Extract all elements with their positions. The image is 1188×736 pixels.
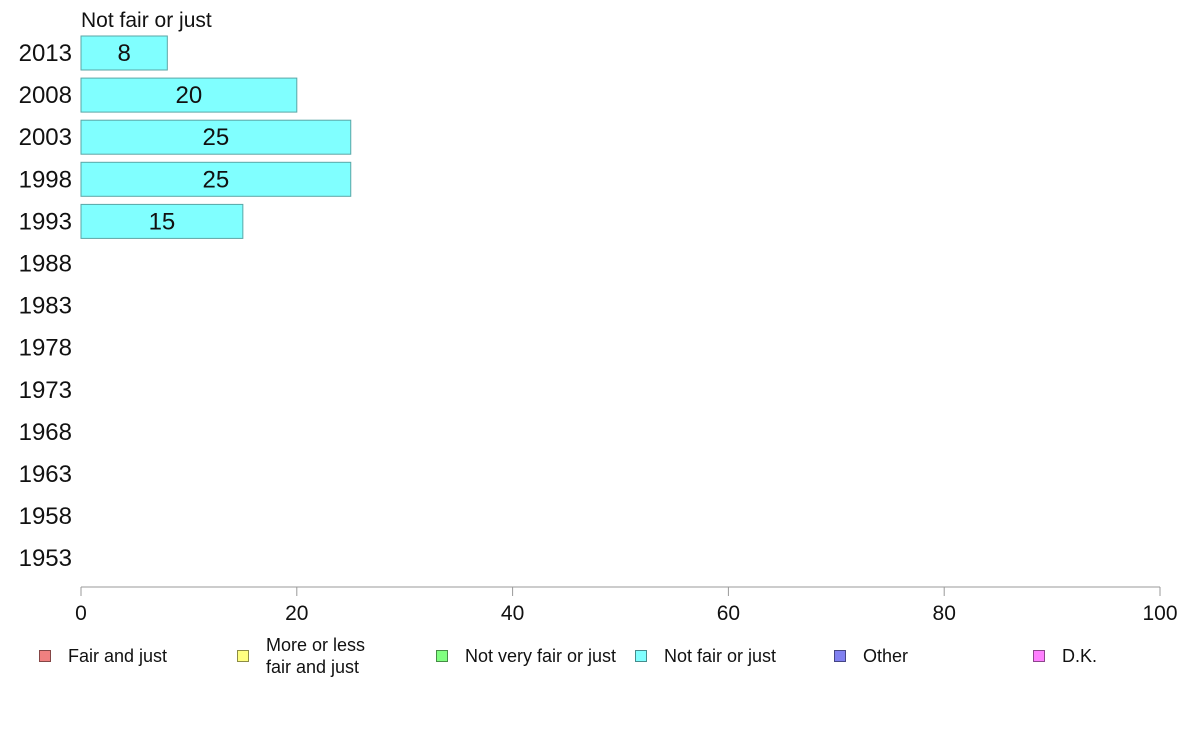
bar-value-label: 25 (203, 124, 230, 151)
legend-label: More or less fair and just (266, 635, 366, 677)
y-tick-label: 1953 (19, 545, 72, 572)
legend-label: Other (863, 646, 909, 666)
y-tick-label: 1993 (19, 208, 72, 235)
y-tick-label: 1983 (19, 293, 72, 320)
y-axis-labels: 2013 2008 2003 1998 1993 1988 1983 1978 1973 1968… (19, 40, 72, 572)
y-tick-label: 1973 (19, 377, 72, 404)
y-tick-label: 1958 (19, 503, 72, 530)
bar-value-label: 20 (176, 82, 203, 109)
legend-swatch (436, 650, 448, 662)
legend-swatch (39, 650, 51, 662)
y-tick-label: 1963 (19, 461, 72, 488)
legend-item-dk: D.K. (1033, 632, 1097, 680)
legend-item-not-fair: Not fair or just (635, 632, 776, 680)
y-tick-label: 1978 (19, 335, 72, 362)
y-tick-label: 1968 (19, 419, 72, 446)
legend-label: Fair and just (68, 646, 168, 666)
legend-item-other: Other (834, 632, 908, 680)
legend-label: Not very fair or just (465, 646, 617, 666)
legend: Fair and just More or less fair and just… (0, 632, 1188, 692)
x-tick-label: 40 (501, 602, 524, 625)
bar (80, 77, 298, 113)
bar-value-label: 8 (117, 40, 130, 67)
y-tick-label: 2008 (19, 82, 72, 109)
bar (80, 35, 168, 71)
bar (80, 161, 352, 197)
chart-title: Not fair or just (81, 9, 212, 32)
legend-swatch (237, 650, 249, 662)
y-tick-label: 2013 (19, 40, 72, 67)
legend-item-not-very-fair: Not very fair or just (436, 632, 616, 680)
legend-swatch (834, 650, 846, 662)
y-tick-label: 1998 (19, 166, 72, 193)
x-tick-label: 60 (717, 602, 740, 625)
y-tick-label: 2003 (19, 124, 72, 151)
legend-swatch (1033, 650, 1045, 662)
bar (80, 119, 352, 155)
x-axis: 0 20 40 60 80 100 (75, 586, 1178, 625)
bar (80, 203, 244, 239)
x-tick-label: 100 (1142, 602, 1177, 625)
legend-item-fair-and-just: Fair and just (39, 632, 167, 680)
x-tick-label: 20 (285, 602, 308, 625)
legend-label: Not fair or just (664, 646, 777, 666)
bar-value-label: 15 (149, 208, 176, 235)
x-tick-label: 80 (933, 602, 956, 625)
x-tick-label: 0 (75, 602, 87, 625)
y-tick-label: 1988 (19, 251, 72, 278)
legend-swatch (635, 650, 647, 662)
legend-item-more-or-less-fair: More or less fair and just (237, 632, 365, 680)
legend-label: D.K. (1062, 646, 1098, 666)
bar-value-label: 25 (203, 166, 230, 193)
